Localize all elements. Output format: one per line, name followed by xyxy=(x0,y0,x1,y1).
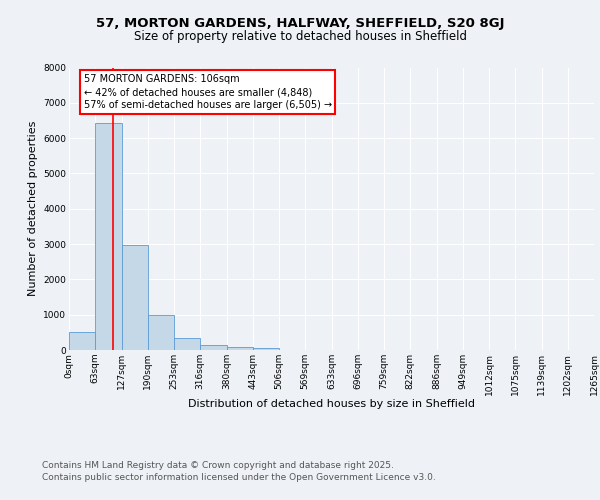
Bar xyxy=(174,338,200,350)
Text: Contains HM Land Registry data © Crown copyright and database right 2025.: Contains HM Land Registry data © Crown c… xyxy=(42,461,394,470)
Bar xyxy=(122,245,148,350)
Text: 57, MORTON GARDENS, HALFWAY, SHEFFIELD, S20 8GJ: 57, MORTON GARDENS, HALFWAY, SHEFFIELD, … xyxy=(96,18,504,30)
Text: Size of property relative to detached houses in Sheffield: Size of property relative to detached ho… xyxy=(133,30,467,43)
Y-axis label: Number of detached properties: Number of detached properties xyxy=(28,121,38,296)
Text: Contains public sector information licensed under the Open Government Licence v3: Contains public sector information licen… xyxy=(42,474,436,482)
Bar xyxy=(69,332,95,350)
Bar xyxy=(148,315,174,350)
Bar xyxy=(200,344,227,350)
Bar xyxy=(95,123,122,350)
Text: 57 MORTON GARDENS: 106sqm
← 42% of detached houses are smaller (4,848)
57% of se: 57 MORTON GARDENS: 106sqm ← 42% of detac… xyxy=(83,74,332,110)
Bar xyxy=(253,348,279,350)
Bar xyxy=(227,347,253,350)
X-axis label: Distribution of detached houses by size in Sheffield: Distribution of detached houses by size … xyxy=(188,399,475,409)
